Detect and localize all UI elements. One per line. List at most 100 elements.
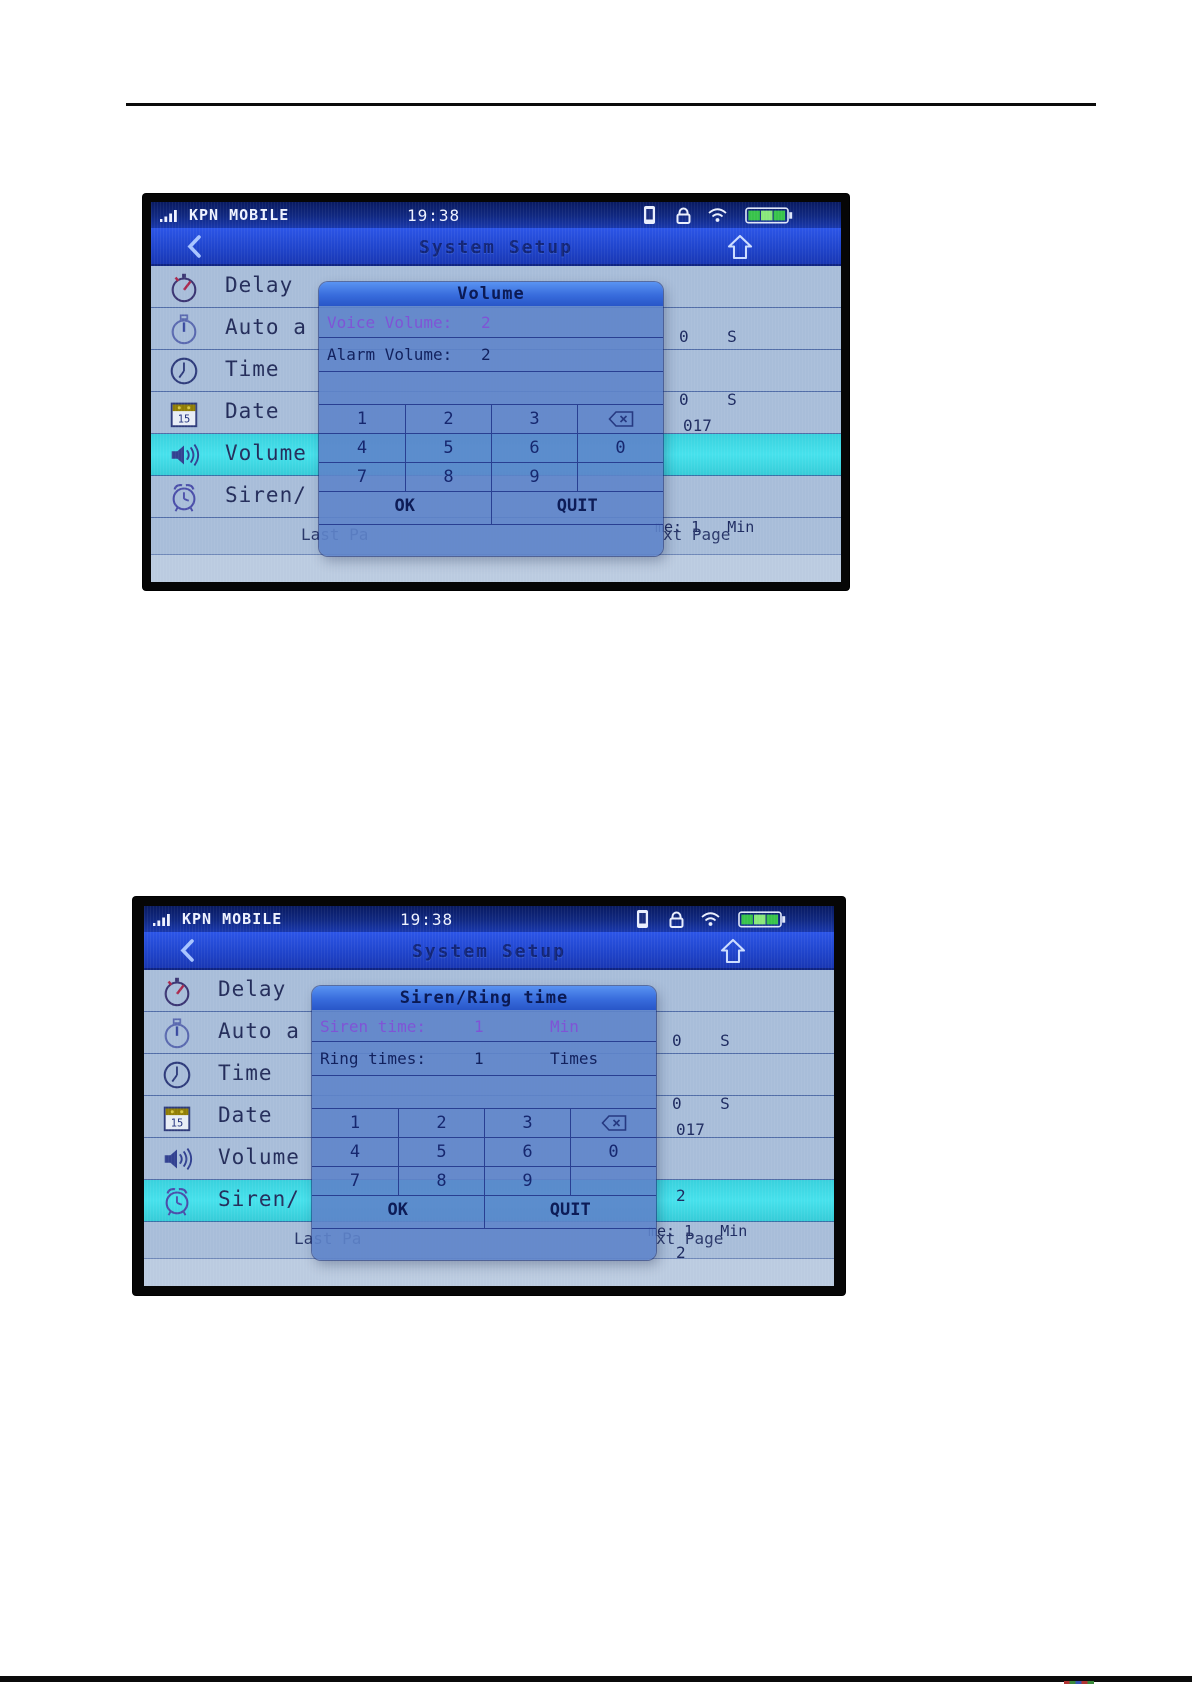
- ok-button[interactable]: OK: [387, 1200, 408, 1220]
- svg-text:15: 15: [178, 413, 191, 425]
- key-9[interactable]: 9: [484, 1167, 570, 1195]
- key-6[interactable]: 6: [491, 434, 577, 462]
- key-2[interactable]: 2: [405, 405, 491, 433]
- wifi-icon: [707, 207, 728, 223]
- menu-label-time: Time: [225, 357, 280, 381]
- menu-label-siren: Siren/: [218, 1187, 300, 1211]
- menu-row-date[interactable]: 15 Date: [144, 1096, 834, 1138]
- ring-times-field[interactable]: Ring times: 1 Times: [312, 1042, 656, 1076]
- dialog-actions: OK QUIT: [312, 1192, 656, 1229]
- voice-volume-field[interactable]: Voice Volume: 2: [319, 306, 663, 338]
- field-unit: Times: [550, 1049, 599, 1068]
- next-page-button[interactable]: xt Page: [656, 1229, 724, 1248]
- key-4[interactable]: 4: [356, 438, 368, 458]
- backspace-icon: [600, 1115, 626, 1131]
- device-photo-volume-dialog: KPN MOBILE 19:38 System: [143, 194, 849, 590]
- signal-strength-icon: [159, 208, 185, 223]
- lock-icon: [675, 206, 692, 225]
- backspace-key[interactable]: [570, 1109, 656, 1137]
- menu-label-auto-arm: Auto a: [218, 1019, 300, 1043]
- key-5[interactable]: 5: [405, 434, 491, 462]
- status-bar: KPN MOBILE 19:38: [144, 906, 834, 932]
- key-1[interactable]: 1: [356, 409, 368, 429]
- bottom-strip: [144, 1258, 834, 1286]
- field-value: 2: [481, 345, 491, 364]
- dialog-title: Volume: [319, 282, 663, 306]
- key-3[interactable]: 3: [491, 405, 577, 433]
- key-9[interactable]: 9: [491, 463, 577, 491]
- ok-button[interactable]: OK: [394, 496, 415, 516]
- device-screen: KPN MOBILE 19:38 System: [151, 202, 841, 582]
- signal-strength-icon: [152, 912, 178, 927]
- next-page-button[interactable]: xt Page: [663, 525, 731, 544]
- key-blank: [570, 1167, 656, 1195]
- page-title: System Setup: [418, 237, 574, 258]
- page-number-artifact: [1064, 1681, 1094, 1684]
- dialog-actions: OK QUIT: [319, 488, 663, 525]
- dialog-title: Siren/Ring time: [312, 986, 656, 1010]
- menu-label-volume: Volume: [218, 1145, 300, 1169]
- wifi-icon: [700, 911, 721, 927]
- field-label: Alarm Volume:: [327, 345, 453, 364]
- back-button[interactable]: [180, 939, 195, 962]
- menu-label-delay: Delay: [225, 273, 294, 297]
- timer-icon: [160, 1016, 194, 1050]
- carrier-label: KPN MOBILE: [189, 206, 290, 224]
- device-screen: KPN MOBILE 19:38 System: [144, 906, 834, 1286]
- field-label: Voice Volume:: [327, 313, 453, 332]
- device-photo-siren-dialog: KPN MOBILE 19:38 System: [133, 897, 845, 1295]
- quit-button[interactable]: QUIT: [483, 1192, 657, 1228]
- field-value: 2: [481, 313, 491, 332]
- field-value: 1: [474, 1049, 484, 1068]
- svg-text:15: 15: [171, 1117, 184, 1129]
- clock-icon: [167, 354, 201, 388]
- key-0[interactable]: 0: [577, 434, 663, 462]
- calendar-icon: 15: [167, 396, 201, 430]
- menu-label-volume: Volume: [225, 441, 307, 465]
- field-value: 1: [474, 1017, 484, 1036]
- key-4[interactable]: 4: [349, 1142, 361, 1162]
- volume-dialog: Volume Voice Volume: 2 Alarm Volume: 2 1…: [319, 282, 663, 556]
- nav-bar: System Setup: [151, 228, 841, 266]
- key-7[interactable]: 7: [356, 467, 368, 487]
- key-blank: [577, 463, 663, 491]
- menu-label-date: Date: [225, 399, 280, 423]
- battery-icon: [745, 207, 793, 224]
- stopwatch-icon: [167, 270, 201, 304]
- status-time: 19:38: [407, 206, 461, 225]
- timer-icon: [167, 312, 201, 346]
- stopwatch-icon: [160, 974, 194, 1008]
- key-0[interactable]: 0: [570, 1138, 656, 1166]
- key-2[interactable]: 2: [398, 1109, 484, 1137]
- backspace-key[interactable]: [577, 405, 663, 433]
- carrier-label: KPN MOBILE: [182, 910, 283, 928]
- bottom-strip: [151, 554, 841, 582]
- key-3[interactable]: 3: [484, 1109, 570, 1137]
- key-8[interactable]: 8: [398, 1167, 484, 1195]
- alarm-volume-field[interactable]: Alarm Volume: 2: [319, 338, 663, 372]
- key-1[interactable]: 1: [349, 1113, 361, 1133]
- footer-rule: [0, 1676, 1192, 1682]
- phone-icon: [636, 909, 649, 929]
- siren-time-field[interactable]: Siren time: 1 Min: [312, 1010, 656, 1042]
- alarm-clock-icon: [160, 1184, 194, 1218]
- speaker-icon: [160, 1142, 194, 1176]
- delay-values-partial: 0 S 0 S: [679, 327, 737, 409]
- calendar-icon: 15: [160, 1100, 194, 1134]
- key-5[interactable]: 5: [398, 1138, 484, 1166]
- key-6[interactable]: 6: [484, 1138, 570, 1166]
- backspace-icon: [607, 411, 633, 427]
- key-7[interactable]: 7: [349, 1171, 361, 1191]
- field-unit: Min: [550, 1017, 579, 1036]
- key-8[interactable]: 8: [405, 463, 491, 491]
- alarm-clock-icon: [167, 480, 201, 514]
- back-button[interactable]: [187, 235, 202, 258]
- page-title: System Setup: [411, 941, 567, 962]
- quit-button[interactable]: QUIT: [490, 488, 664, 524]
- home-button[interactable]: [720, 938, 746, 964]
- clock-icon: [160, 1058, 194, 1092]
- menu-label-delay: Delay: [218, 977, 287, 1001]
- speaker-icon: [167, 438, 201, 472]
- menu-label-date: Date: [218, 1103, 273, 1127]
- home-button[interactable]: [727, 234, 753, 260]
